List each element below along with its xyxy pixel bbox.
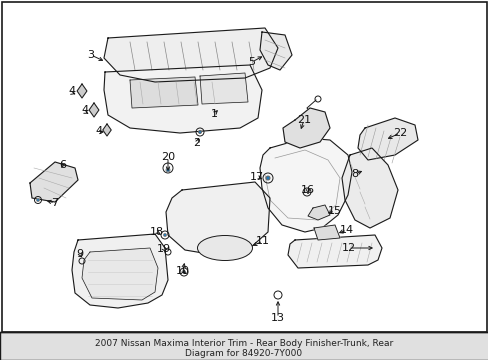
- Text: 15: 15: [327, 206, 341, 216]
- Text: 2: 2: [193, 138, 200, 148]
- Polygon shape: [283, 108, 329, 148]
- Text: 21: 21: [296, 115, 310, 125]
- Circle shape: [182, 270, 185, 274]
- Circle shape: [165, 168, 170, 172]
- Text: 14: 14: [339, 225, 353, 235]
- Polygon shape: [260, 138, 351, 232]
- Polygon shape: [357, 118, 417, 160]
- Text: 4: 4: [81, 105, 88, 115]
- Polygon shape: [89, 103, 99, 117]
- Circle shape: [265, 176, 269, 180]
- Text: 3: 3: [87, 50, 94, 60]
- Text: Diagram for 84920-7Y000: Diagram for 84920-7Y000: [185, 350, 302, 359]
- Text: 10: 10: [176, 266, 190, 276]
- Circle shape: [163, 234, 166, 237]
- Circle shape: [198, 130, 201, 134]
- Polygon shape: [307, 205, 329, 220]
- Ellipse shape: [197, 235, 252, 261]
- Text: 9: 9: [76, 249, 83, 259]
- Text: 1: 1: [210, 109, 217, 119]
- Circle shape: [37, 198, 40, 202]
- Text: 17: 17: [249, 172, 264, 182]
- Text: 4: 4: [68, 86, 76, 96]
- Text: 12: 12: [341, 243, 355, 253]
- Polygon shape: [104, 65, 262, 133]
- Polygon shape: [313, 225, 339, 240]
- Text: 16: 16: [301, 185, 314, 195]
- Bar: [0, 332, 488, 360]
- Polygon shape: [287, 235, 381, 268]
- Text: 5: 5: [248, 57, 255, 67]
- Polygon shape: [82, 248, 158, 300]
- Polygon shape: [77, 84, 87, 98]
- Polygon shape: [104, 28, 278, 82]
- Text: 8: 8: [351, 169, 358, 179]
- Polygon shape: [260, 32, 291, 70]
- Text: 18: 18: [150, 227, 164, 237]
- Text: 20: 20: [161, 152, 175, 162]
- Text: 11: 11: [256, 236, 269, 246]
- Polygon shape: [200, 73, 247, 104]
- Polygon shape: [30, 162, 78, 202]
- Text: 7: 7: [51, 198, 59, 208]
- Polygon shape: [102, 124, 111, 136]
- Polygon shape: [341, 148, 397, 228]
- Text: 4: 4: [95, 126, 102, 136]
- Text: 2007 Nissan Maxima Interior Trim - Rear Body Finisher-Trunk, Rear: 2007 Nissan Maxima Interior Trim - Rear …: [95, 338, 392, 347]
- Text: 19: 19: [157, 244, 171, 254]
- Text: 22: 22: [392, 128, 407, 138]
- Polygon shape: [130, 77, 198, 108]
- Text: 6: 6: [60, 160, 66, 170]
- Polygon shape: [72, 234, 168, 308]
- Text: 13: 13: [270, 313, 285, 323]
- Polygon shape: [165, 182, 269, 255]
